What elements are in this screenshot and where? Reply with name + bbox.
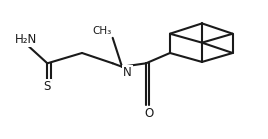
Text: O: O: [144, 107, 153, 120]
Text: N: N: [123, 66, 132, 79]
Text: H₂N: H₂N: [15, 33, 38, 46]
Text: S: S: [44, 80, 51, 93]
Text: CH₃: CH₃: [92, 26, 112, 36]
